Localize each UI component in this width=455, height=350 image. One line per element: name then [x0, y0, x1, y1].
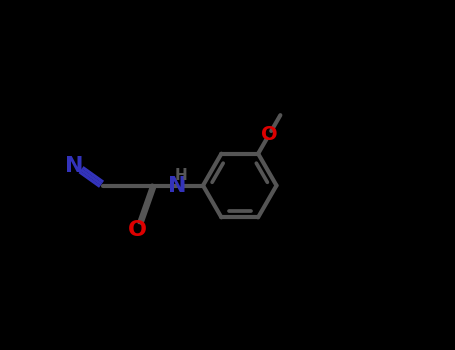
Text: O: O — [261, 125, 277, 145]
Text: H: H — [175, 168, 187, 183]
Text: N: N — [66, 156, 84, 176]
Text: O: O — [128, 220, 147, 240]
Text: N: N — [167, 175, 186, 196]
